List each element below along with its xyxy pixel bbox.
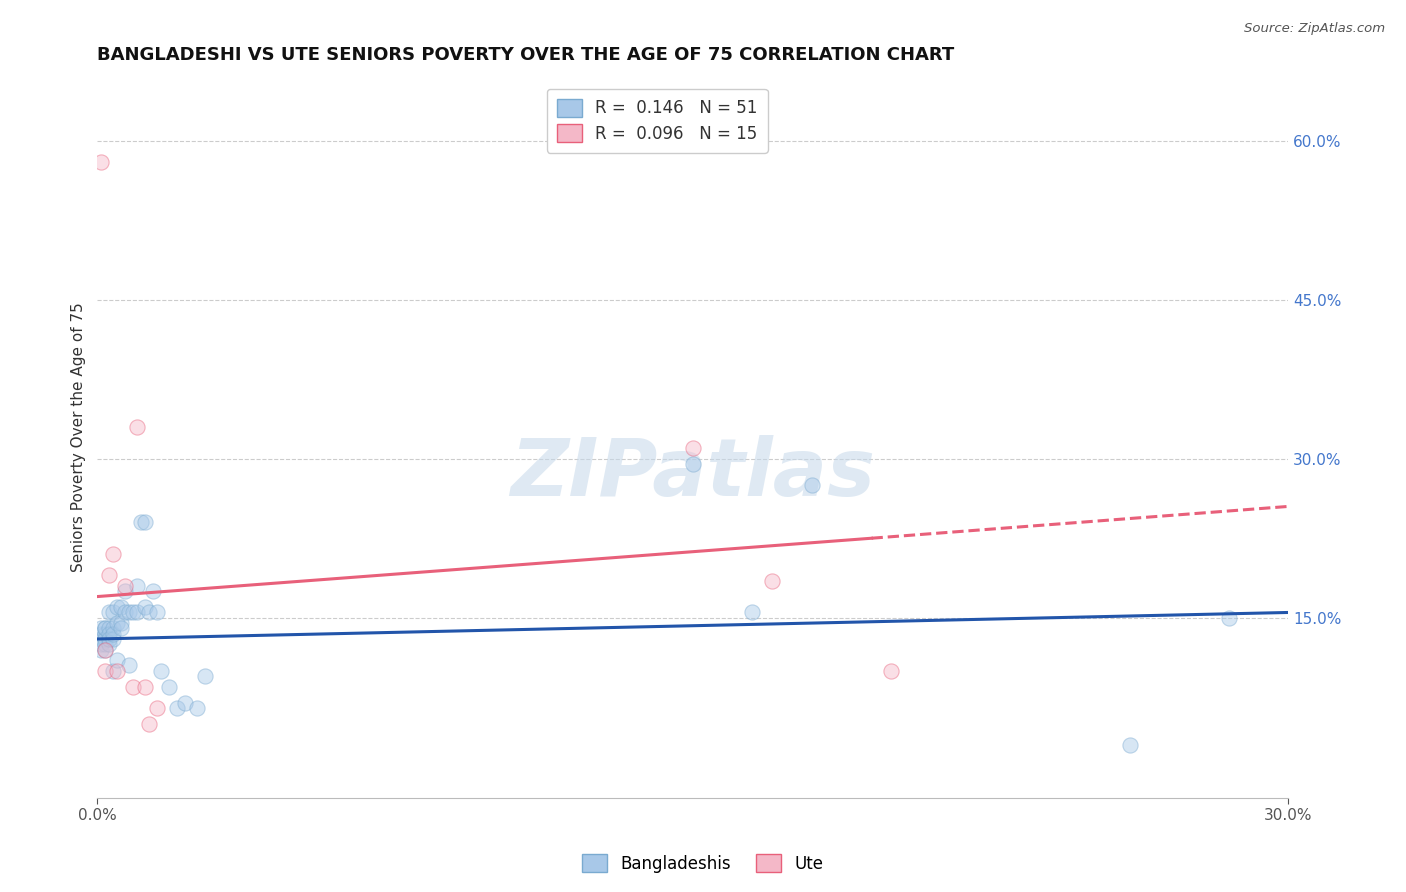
Point [103, 621, 125, 635]
Y-axis label: Seniors Poverty Over the Age of 75: Seniors Poverty Over the Age of 75 [72, 302, 86, 573]
Point [105, 653, 128, 667]
Point [110, 600, 132, 615]
Point [98, 632, 121, 646]
Point [149, 664, 172, 678]
Point [94, 621, 117, 635]
Point [146, 701, 169, 715]
Point [186, 701, 208, 715]
Point [166, 701, 188, 715]
Point [94, 642, 117, 657]
Point [105, 664, 128, 678]
Legend: Bangladeshis, Ute: Bangladeshis, Ute [575, 847, 831, 880]
Text: ZIPatlas: ZIPatlas [510, 434, 876, 513]
Point [98, 606, 121, 620]
Point [118, 658, 141, 673]
Point [90, 621, 112, 635]
Point [125, 579, 148, 593]
Point [193, 669, 215, 683]
Point [90, 154, 112, 169]
Point [801, 478, 824, 492]
Point [103, 547, 125, 561]
Point [741, 606, 763, 620]
Point [682, 441, 704, 455]
Legend: R =  0.146   N = 51, R =  0.096   N = 15: R = 0.146 N = 51, R = 0.096 N = 15 [547, 89, 768, 153]
Point [134, 516, 156, 530]
Point [94, 632, 117, 646]
Text: Source: ZipAtlas.com: Source: ZipAtlas.com [1244, 22, 1385, 36]
Point [98, 621, 121, 635]
Point [682, 457, 704, 471]
Point [142, 584, 165, 599]
Point [125, 606, 148, 620]
Point [103, 626, 125, 640]
Point [103, 664, 125, 678]
Point [122, 680, 145, 694]
Point [110, 621, 132, 635]
Point [90, 642, 112, 657]
Point [1218, 611, 1240, 625]
Point [110, 616, 132, 631]
Point [105, 616, 128, 631]
Point [118, 606, 141, 620]
Point [173, 696, 195, 710]
Point [134, 680, 156, 694]
Point [138, 716, 160, 731]
Point [114, 579, 136, 593]
Point [98, 637, 121, 651]
Point [761, 574, 783, 588]
Point [114, 606, 136, 620]
Point [94, 621, 117, 635]
Point [98, 568, 121, 582]
Text: BANGLADESHI VS UTE SENIORS POVERTY OVER THE AGE OF 75 CORRELATION CHART: BANGLADESHI VS UTE SENIORS POVERTY OVER … [97, 46, 955, 64]
Point [129, 516, 152, 530]
Point [1118, 738, 1140, 752]
Point [94, 637, 117, 651]
Point [157, 680, 180, 694]
Point [880, 664, 903, 678]
Point [125, 420, 148, 434]
Point [138, 606, 160, 620]
Point [94, 642, 117, 657]
Point [103, 632, 125, 646]
Point [98, 626, 121, 640]
Point [134, 600, 156, 615]
Point [105, 600, 128, 615]
Point [146, 606, 169, 620]
Point [94, 626, 117, 640]
Point [90, 632, 112, 646]
Point [103, 606, 125, 620]
Point [90, 637, 112, 651]
Point [114, 584, 136, 599]
Point [94, 664, 117, 678]
Point [122, 606, 145, 620]
Point [90, 626, 112, 640]
